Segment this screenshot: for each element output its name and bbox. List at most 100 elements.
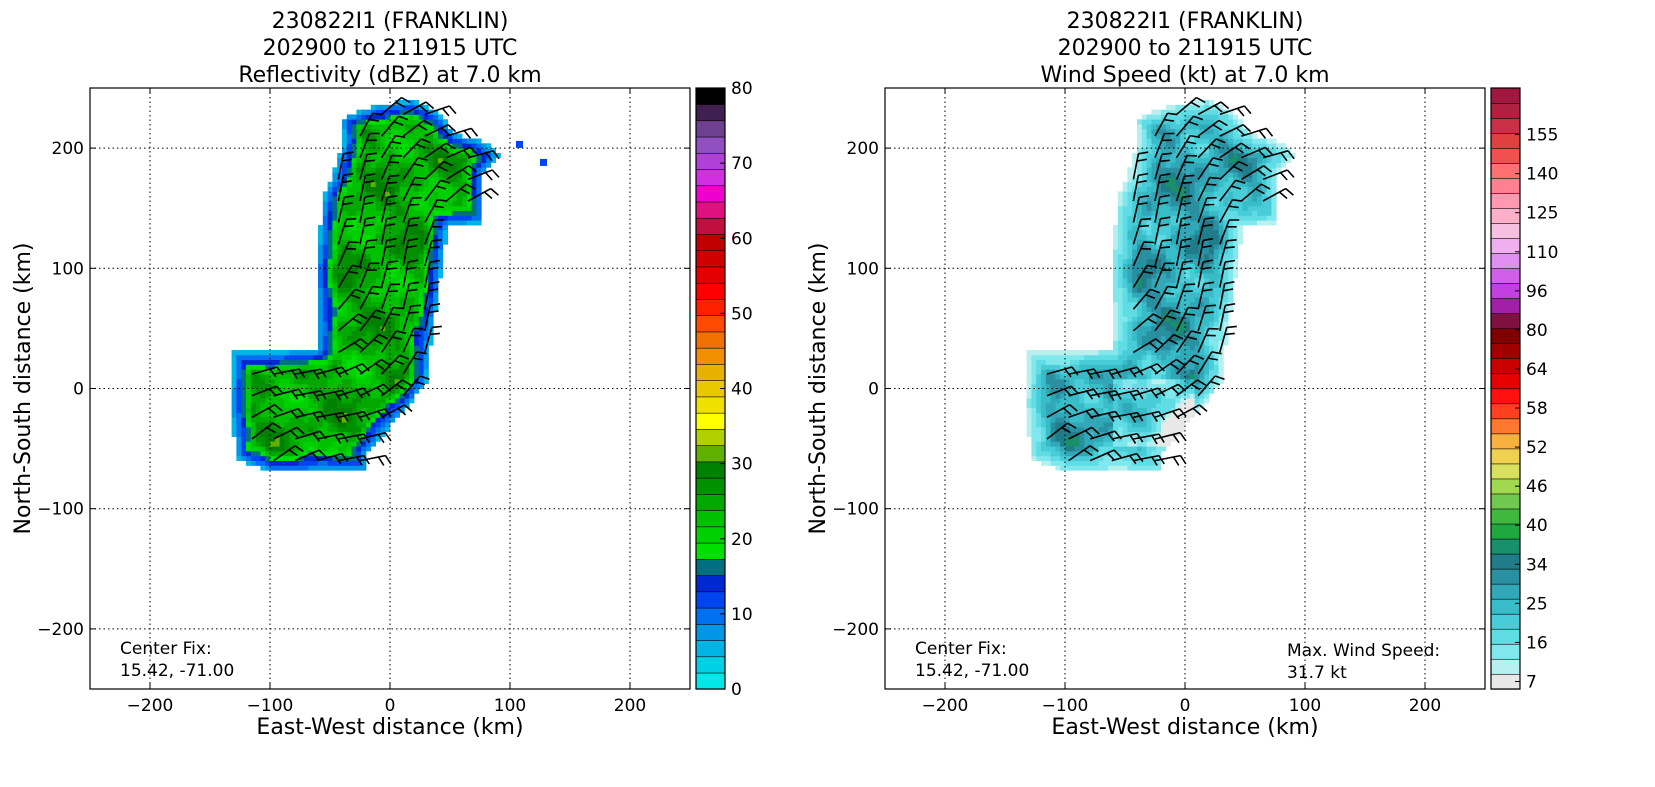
heatmap-cell [346, 393, 352, 399]
heatmap-cell [1065, 441, 1071, 447]
colorbar-swatch [1490, 373, 1521, 390]
heatmap-cell [241, 383, 247, 389]
heatmap-cell [1132, 186, 1138, 192]
heatmap-cell [289, 431, 295, 437]
heatmap-cell [250, 460, 256, 466]
heatmap-cell [342, 383, 348, 389]
heatmap-cell [370, 104, 376, 111]
heatmap-cell [1137, 297, 1143, 303]
heatmap-cell [298, 446, 304, 452]
heatmap-cell [1213, 273, 1219, 279]
heatmap-cell [385, 393, 391, 399]
heatmap-cell [1161, 124, 1167, 130]
heatmap-cell [313, 460, 319, 466]
heatmap-cell [1209, 277, 1215, 284]
wind-barb [1154, 239, 1173, 267]
wind-barb [359, 309, 386, 332]
heatmap-cell [1127, 186, 1133, 192]
colorbar-swatch [1490, 147, 1521, 164]
heatmap-cell [318, 301, 324, 308]
heatmap-cell [409, 277, 415, 284]
heatmap-cell [1161, 398, 1167, 404]
heatmap-cell [1194, 143, 1200, 149]
heatmap-cell [1161, 205, 1167, 212]
heatmap-cell [1122, 234, 1128, 240]
heatmap-cell [346, 143, 352, 149]
heatmap-cell [1156, 393, 1162, 399]
wind-barb [1175, 237, 1192, 267]
heatmap-cell [289, 460, 295, 466]
heatmap-cell [1127, 277, 1133, 284]
heatmap-cell [390, 287, 396, 293]
heatmap-cell [322, 340, 328, 346]
heatmap-cell [428, 234, 434, 240]
heatmap-cell [274, 369, 280, 375]
heatmap-cell [1165, 306, 1171, 312]
heatmap-cell [433, 172, 439, 178]
heatmap-cell [327, 277, 333, 284]
heatmap-cell [1233, 210, 1239, 216]
heatmap-cell [1165, 277, 1171, 284]
heatmap-cell [1233, 249, 1239, 255]
heatmap-cell [351, 441, 357, 447]
heatmap-cell [1213, 364, 1219, 370]
heatmap-cell [399, 181, 405, 187]
heatmap-cell [438, 191, 444, 197]
heatmap-cell [1194, 350, 1200, 356]
heatmap-cell [308, 369, 314, 375]
heatmap-cell [1194, 196, 1200, 202]
heatmap-cell [1137, 330, 1143, 337]
wind-barb [402, 259, 419, 288]
heatmap-cell [1204, 114, 1210, 120]
heatmap-cell [294, 441, 300, 447]
heatmap-cell [1074, 422, 1080, 428]
heatmap-cell [1103, 455, 1109, 462]
y-tick-label: 100 [847, 259, 879, 279]
heatmap-cell [1237, 191, 1243, 197]
heatmap-cell [409, 109, 415, 115]
heatmap-cell [327, 205, 333, 212]
heatmap-cell [1209, 316, 1215, 322]
heatmap-cell [1204, 306, 1210, 312]
heatmap-cell [1151, 451, 1157, 457]
heatmap-cell [361, 263, 367, 269]
heatmap-cell [346, 335, 352, 341]
heatmap-cell [308, 441, 314, 447]
heatmap-cell [1141, 407, 1147, 413]
heatmap-cell [270, 374, 276, 380]
heatmap-cell [1146, 335, 1152, 341]
heatmap-cell [394, 143, 400, 149]
heatmap-cell [1069, 383, 1075, 389]
heatmap-cell [346, 306, 352, 312]
heatmap-cell [414, 321, 420, 327]
heatmap-cell [332, 172, 338, 178]
heatmap-cell [1156, 330, 1162, 337]
heatmap-cell [1213, 172, 1219, 178]
heatmap-cell [1156, 282, 1162, 288]
heatmap-cell [337, 196, 343, 202]
heatmap-cell [1079, 364, 1085, 370]
heatmap-cell [1137, 441, 1143, 447]
heatmap-cell [457, 215, 463, 221]
heatmap-cell [390, 225, 396, 231]
heatmap-cell [361, 234, 367, 240]
heatmap-cell [399, 234, 405, 240]
colorbar-swatch [1490, 538, 1521, 555]
heatmap-cell [1113, 335, 1119, 341]
heatmap-cell [1180, 398, 1186, 404]
heatmap-cell [418, 345, 424, 351]
reflectivity-panel: 230822I1 (FRANKLIN)202900 to 211915 UTCR… [11, 9, 753, 740]
wind-barb [402, 216, 420, 245]
heatmap-cell [337, 152, 343, 159]
heatmap-cell [1165, 186, 1171, 192]
heatmap-cell [370, 143, 376, 149]
heatmap-cell [1098, 350, 1104, 356]
heatmap-cell [318, 326, 324, 332]
colorbar-tick-label: 140 [1526, 165, 1558, 185]
colorbar-swatch [695, 363, 726, 381]
heatmap-cell [289, 374, 295, 380]
heatmap-cell [1041, 374, 1047, 380]
heatmap-cell [1036, 354, 1042, 361]
heatmap-cell [1084, 359, 1090, 365]
heatmap-cell [1122, 446, 1128, 452]
